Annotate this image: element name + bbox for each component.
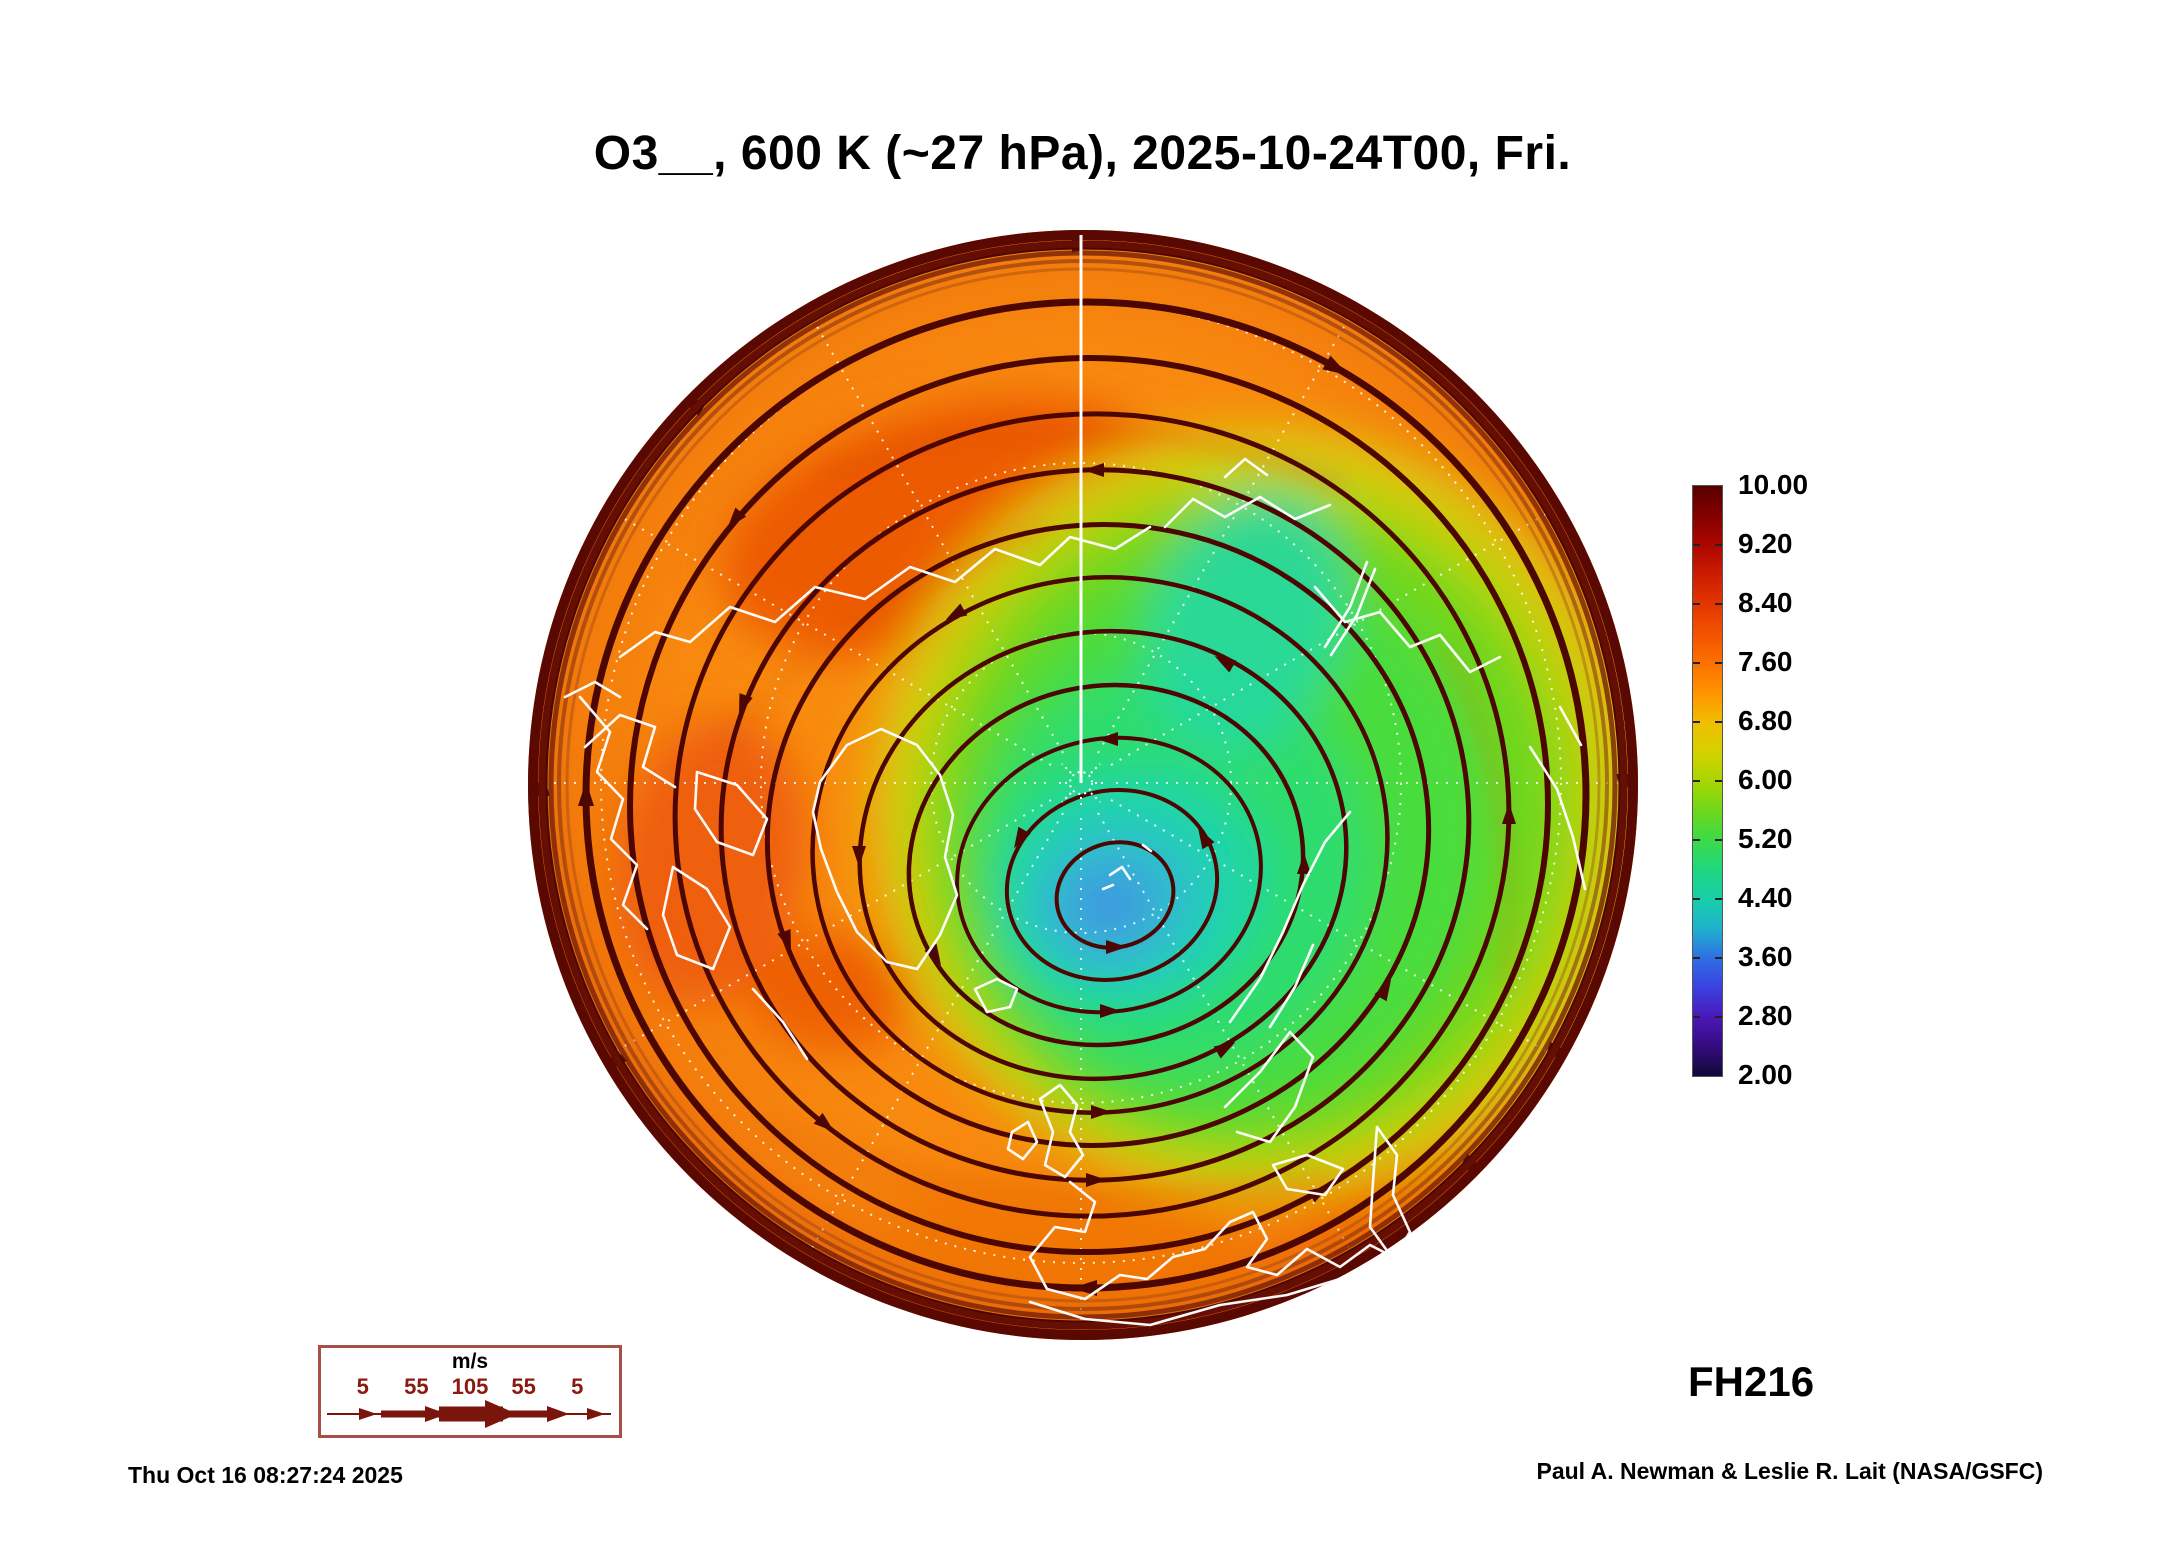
colorbar-tickmark — [1693, 839, 1700, 841]
wind-speed-legend: m/s 5 55 105 55 5 — [318, 1345, 622, 1438]
colorbar-tickmark — [1693, 544, 1700, 546]
wind-speed-value: 105 — [451, 1374, 489, 1399]
colorbar-tick-label: 5.20 — [1738, 823, 1793, 854]
colorbar-tick-label: 2.00 — [1738, 1059, 1793, 1090]
forecast-hour-label: FH216 — [1688, 1358, 1815, 1405]
colorbar-tickmark — [1715, 780, 1722, 782]
colorbar-tickmark — [1715, 1016, 1722, 1018]
wind-speed-value: 5 — [356, 1374, 369, 1399]
colorbar-tickmark — [1693, 603, 1700, 605]
generation-timestamp: Thu Oct 16 08:27:24 2025 — [128, 1462, 403, 1488]
colorbar-tick-label: 7.60 — [1738, 646, 1793, 677]
colorbar-tickmark — [1693, 662, 1700, 664]
wind-speed-value: 55 — [511, 1374, 536, 1399]
rim-band — [528, 230, 1638, 1340]
wind-speed-values: 5 55 105 55 5 — [321, 1374, 619, 1399]
colorbar-tick-label: 3.60 — [1738, 941, 1793, 972]
wind-speed-arrow-icon — [327, 1400, 611, 1428]
polar-map-svg — [528, 230, 1638, 1340]
colorbar-tickmark — [1693, 1016, 1700, 1018]
colorbar-tick-label: 8.40 — [1738, 587, 1793, 618]
colorbar-tick-labels: 10.00 9.20 8.40 7.60 6.80 6.00 5.20 4.40 3.60 2.8… — [1738, 469, 1858, 1090]
colorbar-tickmark — [1693, 957, 1700, 959]
colorbar — [1692, 485, 1723, 1077]
colorbar-tickmark — [1715, 839, 1722, 841]
wind-speed-value: 55 — [404, 1374, 429, 1399]
colorbar-tick-label: 4.40 — [1738, 882, 1793, 913]
colorbar-tickmark — [1715, 544, 1722, 546]
colorbar-tickmark — [1715, 603, 1722, 605]
wind-units-label: m/s — [451, 1350, 489, 1373]
colorbar-tickmark — [1715, 957, 1722, 959]
colorbar-tickmark — [1693, 898, 1700, 900]
wind-speed-value: 5 — [571, 1374, 584, 1399]
colorbar-tickmark — [1693, 780, 1700, 782]
credit-line: Paul A. Newman & Leslie R. Lait (NASA/GS… — [1536, 1458, 2043, 1484]
colorbar-tickmark — [1715, 662, 1722, 664]
colorbar-tick-label: 6.80 — [1738, 705, 1793, 736]
colorbar-tick-label: 10.00 — [1738, 469, 1809, 500]
colorbar-tick-label: 9.20 — [1738, 528, 1793, 559]
page-title: O3__, 600 K (~27 hPa), 2025-10-24T00, Fr… — [593, 127, 1572, 180]
polar-map — [525, 227, 1641, 1343]
colorbar-tick-label: 2.80 — [1738, 1000, 1793, 1031]
colorbar-tickmark — [1693, 721, 1700, 723]
prime-meridian-and-pole — [1055, 235, 1107, 809]
colorbar-tickmark — [1715, 721, 1722, 723]
colorbar-tick-label: 6.00 — [1738, 764, 1793, 795]
coastlines — [563, 457, 1587, 1327]
colorbar-tickmark — [1715, 898, 1722, 900]
